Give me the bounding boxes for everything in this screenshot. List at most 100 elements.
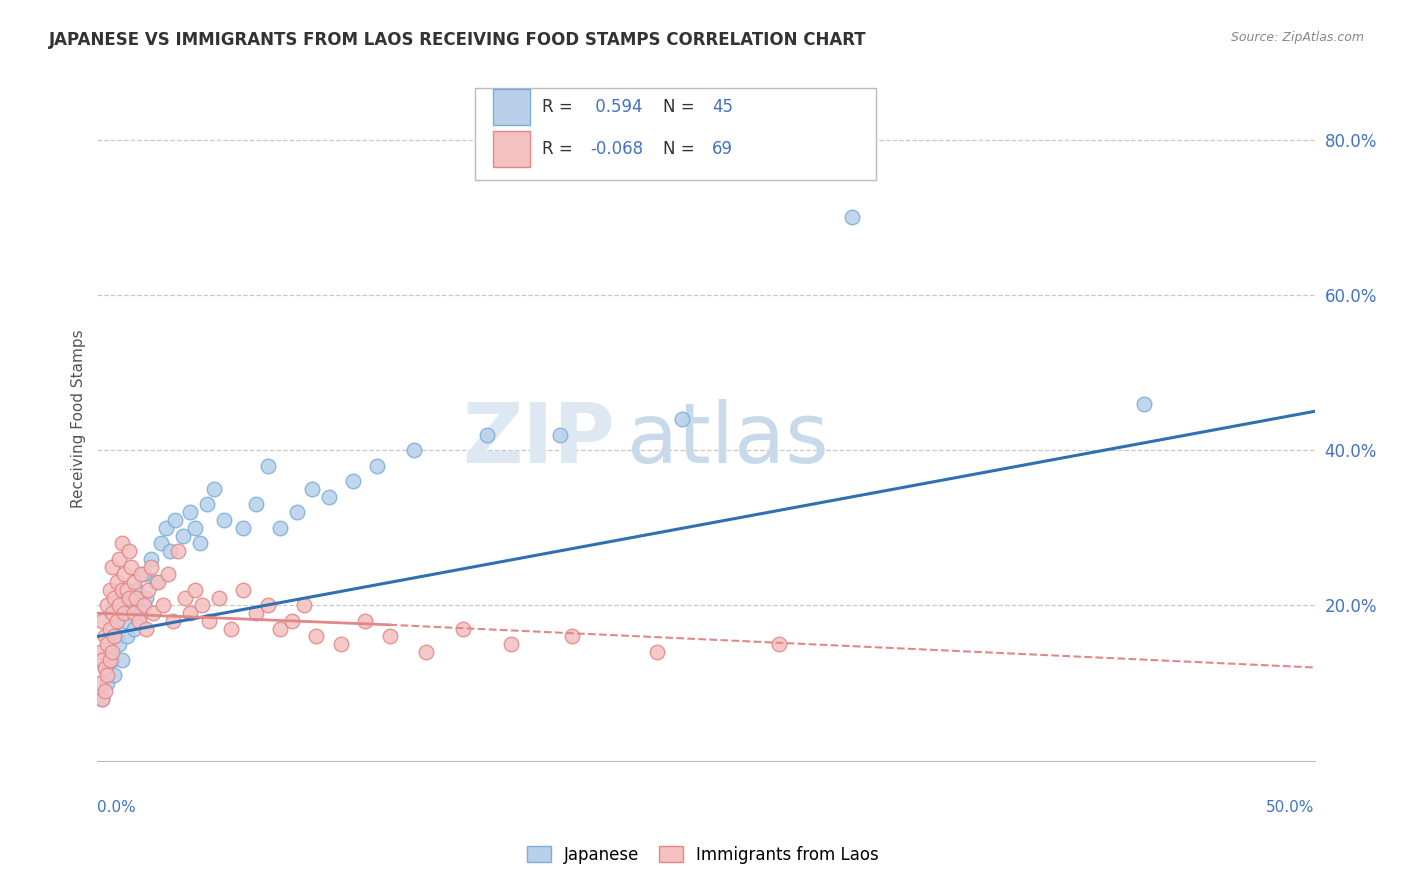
Point (98, 582, 121, 597)
Point (198, 614, 221, 628)
Point (191, 599, 214, 613)
Point (108, 551, 131, 566)
FancyBboxPatch shape (494, 131, 530, 167)
Point (548, 427, 571, 442)
Point (245, 606, 267, 620)
Point (329, 637, 352, 651)
Text: R =: R = (541, 98, 578, 116)
Point (301, 482, 323, 496)
Point (1133, 396, 1156, 410)
Point (93, 683, 115, 698)
Point (475, 427, 498, 442)
Point (139, 551, 162, 566)
Point (138, 582, 160, 597)
Point (305, 630, 328, 644)
Point (166, 544, 188, 558)
Point (125, 582, 148, 597)
Point (135, 591, 157, 605)
Point (112, 614, 135, 628)
Point (212, 513, 235, 527)
Point (145, 575, 167, 590)
Point (122, 606, 145, 620)
Point (281, 614, 304, 628)
Point (768, 637, 790, 651)
Point (256, 458, 278, 473)
Point (98, 622, 121, 636)
Point (129, 606, 152, 620)
Point (149, 536, 172, 550)
Point (122, 622, 145, 636)
Text: ZIP: ZIP (463, 399, 614, 480)
Point (111, 653, 134, 667)
Text: N =: N = (664, 140, 700, 158)
Point (179, 606, 201, 620)
Point (142, 606, 165, 620)
Text: 50.0%: 50.0% (1267, 799, 1315, 814)
Point (402, 443, 425, 458)
Point (165, 513, 187, 527)
Text: 45: 45 (711, 98, 733, 116)
Point (132, 599, 155, 613)
Point (118, 599, 141, 613)
Point (139, 559, 162, 574)
Point (112, 606, 135, 620)
Point (174, 591, 197, 605)
Point (89, 676, 111, 690)
Point (91, 653, 114, 667)
Point (101, 645, 124, 659)
Point (202, 482, 225, 496)
Point (159, 544, 181, 558)
Text: Source: ZipAtlas.com: Source: ZipAtlas.com (1230, 31, 1364, 45)
Point (647, 645, 669, 659)
Point (96, 637, 118, 651)
FancyBboxPatch shape (475, 87, 876, 180)
Point (232, 521, 254, 535)
Point (89, 645, 111, 659)
Point (108, 599, 131, 613)
Point (96, 599, 118, 613)
Point (561, 630, 583, 644)
Point (93, 630, 115, 644)
Point (135, 622, 157, 636)
Point (96, 668, 118, 682)
Point (148, 575, 170, 590)
Point (118, 591, 141, 605)
Text: -0.068: -0.068 (591, 140, 644, 158)
Point (120, 559, 142, 574)
Text: 0.594: 0.594 (591, 98, 643, 116)
Point (378, 630, 401, 644)
Point (155, 521, 177, 535)
Y-axis label: Receiving Food Stamps: Receiving Food Stamps (72, 330, 86, 508)
Point (184, 582, 207, 597)
Text: 0.0%: 0.0% (97, 799, 136, 814)
Point (108, 637, 131, 651)
Point (91, 691, 114, 706)
Point (91, 691, 114, 706)
Point (93, 660, 115, 674)
Point (98, 645, 121, 659)
Point (366, 458, 388, 473)
Point (172, 528, 194, 542)
Point (219, 622, 242, 636)
Point (93, 660, 115, 674)
Text: 69: 69 (711, 140, 733, 158)
Point (208, 591, 231, 605)
Point (98, 653, 121, 667)
Point (103, 630, 125, 644)
Point (292, 599, 315, 613)
Point (132, 567, 155, 582)
Point (105, 614, 128, 628)
Point (245, 498, 267, 512)
Point (179, 505, 201, 519)
FancyBboxPatch shape (494, 89, 530, 125)
Point (115, 582, 138, 597)
Point (269, 622, 291, 636)
Point (118, 544, 141, 558)
Point (96, 676, 118, 690)
Point (128, 614, 150, 628)
Point (122, 575, 145, 590)
Point (256, 599, 278, 613)
Point (152, 599, 174, 613)
Text: JAPANESE VS IMMIGRANTS FROM LAOS RECEIVING FOOD STAMPS CORRELATION CHART: JAPANESE VS IMMIGRANTS FROM LAOS RECEIVI… (49, 31, 868, 49)
Point (111, 582, 134, 597)
